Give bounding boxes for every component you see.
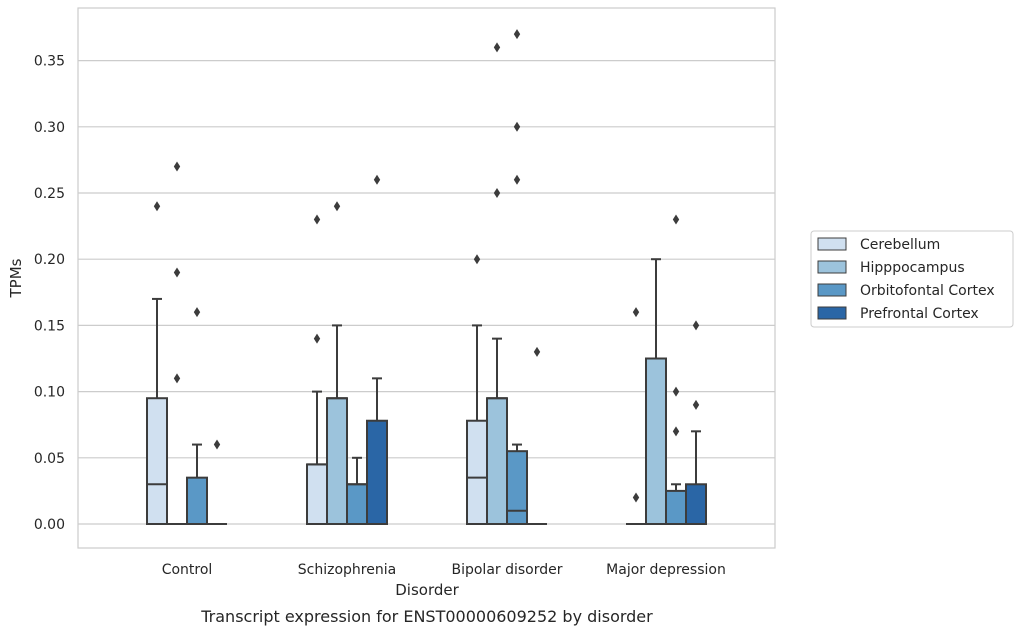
x-tick-label: Major depression [606,562,726,578]
y-tick-label: 0.25 [34,186,65,202]
outlier-point [493,42,501,53]
outlier-point [513,29,521,40]
legend-swatch [817,283,847,297]
box-prefrontal-cortex [685,430,707,525]
box-body [506,450,528,525]
box-body [146,397,168,525]
outlier-point [672,386,680,397]
outlier-point [493,188,501,198]
legend-item: Prefrontal Cortex [817,306,979,322]
grid-lines [78,59,775,525]
y-axis-ticks: 0.00 0.05 0.10 0.15 0.20 0.25 0.30 0.35 [34,54,65,533]
outlier-point [213,439,221,450]
box-hipppocampus [326,324,348,525]
outlier-point [513,174,521,185]
box-orbitofontal-cortex [346,456,368,525]
box-body [645,357,667,525]
box-body [486,397,508,525]
y-tick-label: 0.10 [34,385,65,401]
outlier-point [173,161,181,172]
legend-label: Hipppocampus [860,260,965,276]
outlier-point [373,174,381,185]
legend-frame [810,230,1014,328]
plot-frame [77,7,776,549]
box-orbitofontal-cortex [186,443,208,526]
outlier-point [193,307,201,318]
box-body [326,397,348,525]
legend-swatch [817,260,847,274]
outlier-point [473,254,481,265]
outlier-point [692,399,700,410]
y-tick-label: 0.15 [34,318,65,334]
legend-swatch [817,306,847,320]
chart-caption: Transcript expression for ENST0000060925… [200,607,653,626]
legend-item: Cerebellum [817,237,940,253]
y-tick-label: 0.05 [34,451,65,467]
box-body [346,483,368,525]
box-body [186,476,208,526]
legend-item: Orbitofontal Cortex [817,283,995,299]
outlier-point [173,373,181,384]
box-hipppocampus [645,258,667,525]
box-body [665,489,687,525]
y-tick-label: 0.30 [34,120,65,136]
legend-item: Hipppocampus [817,260,965,276]
box-body [466,419,488,525]
x-axis-label: Disorder [395,581,459,599]
x-tick-label: Control [162,562,213,578]
x-tick-label: Schizophrenia [298,562,396,578]
box-body [685,483,707,525]
outlier-point [153,201,161,212]
box-body [366,419,388,525]
outlier-point [533,346,541,357]
legend-swatch [817,237,847,251]
outlier-point [632,307,640,318]
box-body [306,463,328,526]
x-axis-ticks: Control Schizophrenia Bipolar disorder Majo… [162,562,726,578]
box-prefrontal-cortex [366,377,388,525]
box-orbitofontal-cortex [506,443,528,525]
box-cerebellum [146,297,168,525]
x-tick-label: Bipolar disorder [451,562,562,578]
outlier-point [513,121,521,132]
box-hipppocampus [486,337,508,525]
outlier-point [333,201,341,212]
outlier-point [672,214,680,225]
box-series [146,258,707,526]
outlier-point [692,320,700,331]
y-tick-label: 0.35 [34,54,65,70]
box-orbitofontal-cortex [665,483,687,525]
y-tick-label: 0.00 [34,517,65,533]
legend-label: Cerebellum [860,237,940,253]
legend-label: Prefrontal Cortex [860,306,979,322]
outlier-point [313,214,321,225]
legend-label: Orbitofontal Cortex [860,283,995,299]
outlier-point [672,426,680,437]
y-axis-label: TPMs [7,258,25,298]
outlier-point [632,492,640,503]
outlier-point [313,333,321,344]
outlier-point [173,267,181,278]
box-cerebellum [466,324,488,525]
legend: Cerebellum Hipppocampus Orbitofontal Corte… [810,230,1014,328]
y-tick-label: 0.20 [34,252,65,268]
outlier-points [153,29,700,503]
